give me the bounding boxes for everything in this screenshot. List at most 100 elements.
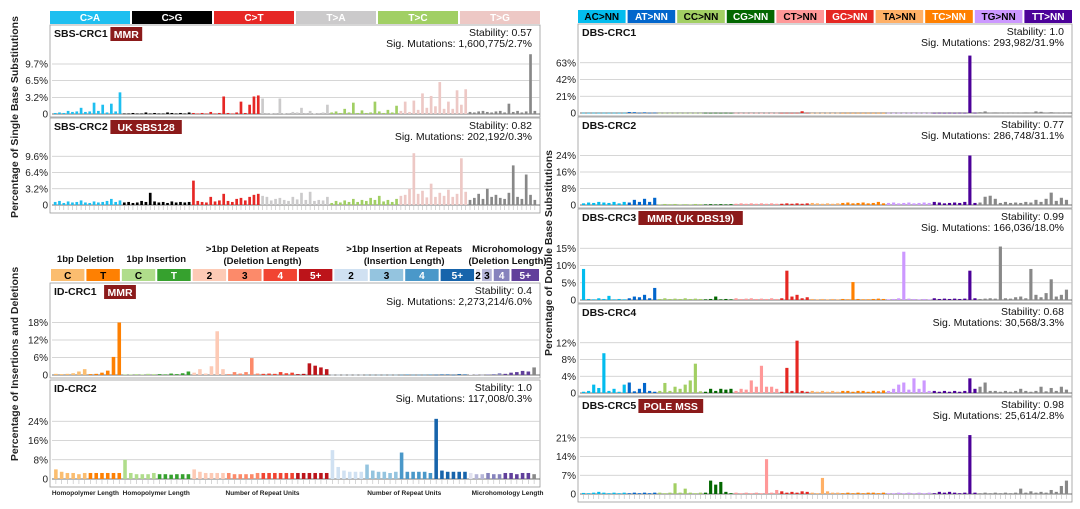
- bar: [421, 190, 424, 205]
- bar: [183, 113, 187, 115]
- bar: [447, 101, 450, 114]
- bar: [1039, 111, 1043, 113]
- bar: [892, 493, 896, 494]
- bar: [474, 374, 479, 376]
- y-tick-label: 9.7%: [25, 60, 48, 71]
- indel-x-axis-group-label: Number of Repeat Units: [226, 490, 300, 497]
- bar: [871, 298, 875, 300]
- bar: [729, 299, 733, 300]
- bar: [693, 363, 697, 393]
- bar: [902, 251, 906, 300]
- dbs-category-label: TC>NN: [932, 12, 966, 23]
- bar: [416, 109, 420, 114]
- bar: [472, 197, 476, 205]
- bar: [790, 296, 794, 300]
- bar: [533, 199, 537, 205]
- bar: [627, 493, 631, 494]
- bar: [249, 474, 254, 479]
- bar: [739, 388, 743, 393]
- bar: [592, 112, 596, 114]
- indel-group-subtitle: (Deletion Length): [468, 256, 546, 267]
- bar: [973, 202, 977, 205]
- bar: [770, 203, 774, 205]
- bar: [524, 174, 528, 205]
- dbs-category-cgnn: [726, 10, 775, 23]
- bar: [836, 112, 840, 114]
- bar: [1003, 492, 1008, 494]
- bar: [464, 89, 468, 114]
- bar: [861, 390, 865, 393]
- dbs-category-gcnn: [826, 10, 874, 23]
- bar: [998, 493, 1002, 494]
- bar: [795, 492, 799, 494]
- indel-category-cell: [481, 269, 492, 281]
- bar: [714, 390, 718, 393]
- bar: [422, 471, 427, 479]
- bar: [209, 196, 213, 205]
- bar: [790, 203, 794, 205]
- panel-sig-mutations: Sig. Mutations: 25,614/2.8%: [933, 410, 1064, 422]
- bar: [648, 390, 652, 393]
- bar: [79, 200, 83, 205]
- bar: [1064, 389, 1069, 393]
- bar: [871, 492, 875, 494]
- bar: [221, 472, 225, 479]
- bar: [261, 373, 266, 375]
- bar: [1034, 199, 1038, 205]
- bar: [953, 112, 957, 114]
- bar: [917, 299, 921, 300]
- bar: [382, 112, 385, 114]
- bar: [334, 111, 338, 114]
- bar: [82, 472, 87, 479]
- bar: [347, 374, 352, 376]
- bar: [1044, 198, 1048, 205]
- bar: [445, 471, 450, 479]
- bar: [932, 493, 936, 494]
- bar: [587, 298, 591, 300]
- bar: [668, 204, 672, 205]
- bar: [597, 201, 601, 205]
- bar: [140, 200, 143, 205]
- y-tick-label: 24%: [28, 417, 48, 428]
- bar: [592, 299, 596, 300]
- bar: [1044, 112, 1048, 114]
- bar: [503, 373, 508, 375]
- bar: [851, 493, 855, 494]
- bar: [958, 391, 962, 393]
- bar: [881, 298, 886, 300]
- bar: [648, 298, 652, 300]
- bar: [892, 202, 896, 205]
- bar: [386, 109, 390, 114]
- dbs-category-label: CG>NN: [733, 12, 768, 23]
- bar: [825, 112, 830, 114]
- panel-sig-mutations: Sig. Mutations: 202,192/0.3%: [395, 131, 532, 143]
- bar: [876, 298, 880, 300]
- bar: [196, 113, 200, 115]
- bar: [719, 481, 723, 494]
- bar: [719, 388, 723, 393]
- bar: [653, 112, 657, 114]
- bar: [249, 358, 254, 375]
- bar: [678, 298, 682, 300]
- bar: [395, 198, 398, 205]
- bar: [94, 472, 99, 479]
- bar: [1024, 201, 1028, 205]
- bar: [481, 198, 485, 205]
- panel-tag-badge: [104, 285, 136, 299]
- bar: [724, 112, 728, 114]
- bar: [386, 199, 390, 205]
- bar: [144, 201, 148, 205]
- bar: [607, 493, 611, 494]
- bar: [382, 471, 387, 479]
- bar: [390, 112, 394, 114]
- bar: [922, 298, 926, 300]
- bar: [698, 492, 703, 494]
- y-tick-label: 0: [570, 201, 576, 212]
- panel-frame: [577, 396, 1073, 503]
- bar: [79, 107, 83, 114]
- bar: [152, 374, 156, 375]
- bar: [342, 470, 346, 479]
- bar: [481, 110, 485, 114]
- indel-category-cell-label: 4: [499, 271, 505, 282]
